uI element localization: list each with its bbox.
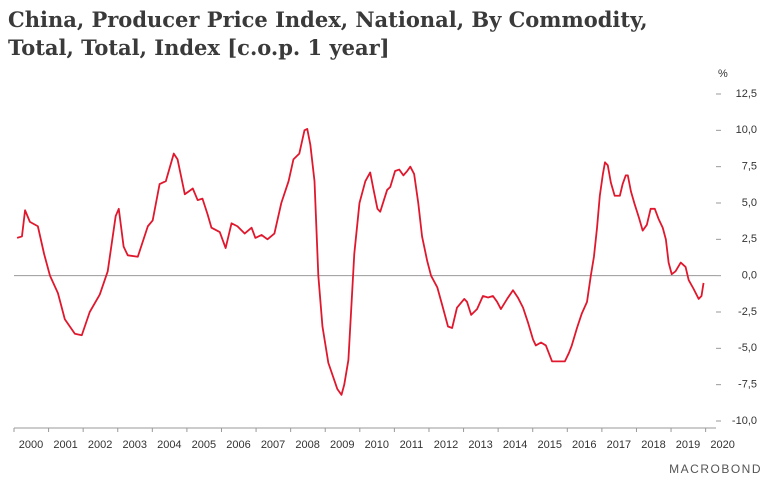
x-tick-label: 2003 xyxy=(123,439,147,451)
x-tick-label: 2008 xyxy=(295,439,319,451)
chart-title: China, Producer Price Index, National, B… xyxy=(8,7,648,32)
line-series xyxy=(16,127,705,396)
x-tick-label: 2005 xyxy=(192,439,216,451)
x-tick-label: 2000 xyxy=(19,439,43,451)
y-tick-label: 10,0 xyxy=(736,124,757,136)
y-tick-label: -7,5 xyxy=(738,379,757,391)
y-tick-label: -2,5 xyxy=(738,306,757,318)
x-tick-label: 2004 xyxy=(157,439,181,451)
x-tick-label: 2017 xyxy=(607,439,631,451)
y-tick-label: -5,0 xyxy=(738,342,757,354)
source-logo: MACROBOND xyxy=(669,462,762,476)
x-tick-label: 2018 xyxy=(641,439,665,451)
y-tick-label: -10,0 xyxy=(732,415,757,427)
x-tick-label: 2001 xyxy=(53,439,77,451)
y-tick-label: 0,0 xyxy=(742,270,757,282)
chart-title: Total, Total, Index [c.o.p. 1 year] xyxy=(8,35,390,60)
x-tick-label: 2010 xyxy=(365,439,389,451)
x-tick-label: 2009 xyxy=(330,439,354,451)
x-tick-label: 2013 xyxy=(468,439,492,451)
y-tick-label: 2,5 xyxy=(742,233,757,245)
x-tick-label: 2016 xyxy=(572,439,596,451)
y-tick-label: 5,0 xyxy=(742,197,757,209)
x-tick-label: 2015 xyxy=(537,439,561,451)
x-tick-label: 2014 xyxy=(503,439,527,451)
y-tick-label: 7,5 xyxy=(742,161,757,173)
x-tick-label: 2012 xyxy=(434,439,458,451)
x-tick-label: 2006 xyxy=(226,439,250,451)
x-tick-label: 2007 xyxy=(261,439,285,451)
x-tick-label: 2019 xyxy=(676,439,700,451)
y-tick-label: 12,5 xyxy=(736,88,757,100)
x-tick-label: 2020 xyxy=(710,439,734,451)
y-unit: % xyxy=(718,68,728,80)
x-tick-label: 2011 xyxy=(400,439,424,451)
x-tick-label: 2002 xyxy=(88,439,112,451)
